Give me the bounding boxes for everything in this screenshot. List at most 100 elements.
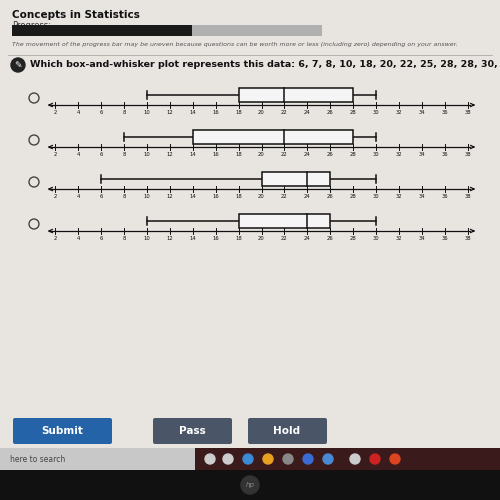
Text: ✎: ✎ [14,60,22,70]
Text: 16: 16 [212,194,219,199]
Text: 18: 18 [235,110,242,115]
Circle shape [283,454,293,464]
Text: 12: 12 [166,194,173,199]
Text: 36: 36 [442,152,448,157]
Text: here to search: here to search [10,454,65,464]
Text: 22: 22 [281,236,288,241]
Text: 10: 10 [144,194,150,199]
Text: 2: 2 [54,110,56,115]
Circle shape [370,454,380,464]
Text: 26: 26 [327,236,334,241]
Text: 30: 30 [373,152,380,157]
Text: 18: 18 [235,236,242,241]
FancyBboxPatch shape [192,130,354,144]
Text: 24: 24 [304,110,311,115]
Text: 30: 30 [373,194,380,199]
Text: 12: 12 [166,236,173,241]
Text: 28: 28 [350,194,356,199]
Text: 2: 2 [54,194,56,199]
Text: 14: 14 [190,152,196,157]
Text: Don't know answer  Skip for now: Don't know answer Skip for now [162,450,278,456]
Text: 4: 4 [76,194,80,199]
Text: 24: 24 [304,236,311,241]
Text: 14: 14 [190,110,196,115]
Circle shape [303,454,313,464]
FancyBboxPatch shape [12,25,192,36]
Text: 8: 8 [122,152,126,157]
Text: 16: 16 [212,110,219,115]
Text: Submit: Submit [41,426,83,436]
Text: 8: 8 [122,236,126,241]
Text: 16: 16 [212,152,219,157]
Text: 34: 34 [419,194,426,199]
Text: 8: 8 [122,194,126,199]
Text: 36: 36 [442,110,448,115]
FancyBboxPatch shape [13,418,112,444]
Circle shape [205,454,215,464]
Text: 18: 18 [235,194,242,199]
Text: 24: 24 [304,152,311,157]
Circle shape [241,476,259,494]
Text: 14: 14 [190,236,196,241]
Text: 14: 14 [190,194,196,199]
Text: 32: 32 [396,110,402,115]
Text: 38: 38 [464,236,471,241]
Text: 34: 34 [419,236,426,241]
Circle shape [263,454,273,464]
Text: 16: 16 [212,236,219,241]
Text: The movement of the progress bar may be uneven because questions can be worth mo: The movement of the progress bar may be … [12,42,458,47]
Text: 34: 34 [419,110,426,115]
Text: 36: 36 [442,194,448,199]
FancyBboxPatch shape [0,448,195,470]
Text: 2: 2 [54,236,56,241]
Text: hp: hp [246,482,254,488]
Circle shape [323,454,333,464]
Text: 8: 8 [122,110,126,115]
Text: 32: 32 [396,152,402,157]
Text: 22: 22 [281,152,288,157]
Text: 28: 28 [350,152,356,157]
FancyBboxPatch shape [238,214,330,228]
Text: 22: 22 [281,194,288,199]
FancyBboxPatch shape [238,88,354,102]
Text: 6: 6 [99,110,102,115]
Text: 32: 32 [396,236,402,241]
Text: 22: 22 [281,110,288,115]
Text: 28: 28 [350,236,356,241]
Circle shape [243,454,253,464]
Text: 32: 32 [396,194,402,199]
Circle shape [11,58,25,72]
FancyBboxPatch shape [153,418,232,444]
Text: 6: 6 [99,236,102,241]
Text: Progress:: Progress: [12,21,51,30]
Text: 20: 20 [258,236,265,241]
Text: 38: 38 [464,194,471,199]
Text: 10: 10 [144,152,150,157]
Text: 28: 28 [350,110,356,115]
Circle shape [390,454,400,464]
Text: 4: 4 [76,110,80,115]
Text: 26: 26 [327,152,334,157]
Text: 6: 6 [99,194,102,199]
Text: 4: 4 [76,152,80,157]
Text: 20: 20 [258,110,265,115]
Text: 26: 26 [327,194,334,199]
Circle shape [223,454,233,464]
Text: 26: 26 [327,110,334,115]
Text: 30: 30 [373,110,380,115]
Text: 6: 6 [99,152,102,157]
Text: 24: 24 [304,194,311,199]
Text: 38: 38 [464,152,471,157]
Text: 20: 20 [258,194,265,199]
Text: 12: 12 [166,110,173,115]
FancyBboxPatch shape [195,448,500,470]
Text: 18: 18 [235,152,242,157]
FancyBboxPatch shape [262,172,330,186]
Circle shape [350,454,360,464]
Text: 20: 20 [258,152,265,157]
Text: 38: 38 [464,110,471,115]
Text: 36: 36 [442,236,448,241]
Text: 30: 30 [373,236,380,241]
Text: 10: 10 [144,236,150,241]
Text: Which box-and-whisker plot represents this data: 6, 7, 8, 10, 18, 20, 22, 25, 28: Which box-and-whisker plot represents th… [30,60,500,69]
